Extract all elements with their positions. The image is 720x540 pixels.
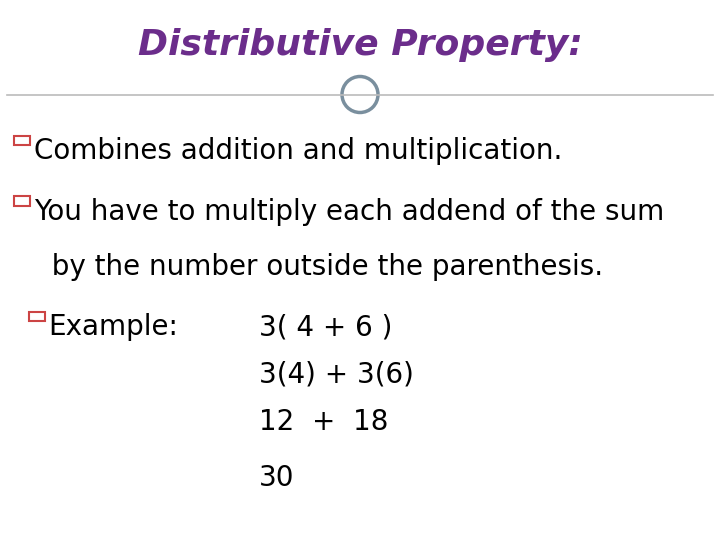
Bar [14,196,30,206]
Text: Example:: Example: [48,313,178,341]
Text: You have to multiply each addend of the sum: You have to multiply each addend of the … [34,198,664,226]
Text: 3( 4 + 6 ): 3( 4 + 6 ) [259,313,392,341]
Bar [14,136,30,145]
Text: Combines addition and multiplication.: Combines addition and multiplication. [34,137,562,165]
Text: 30: 30 [259,464,294,492]
Bar [29,312,45,321]
Text: by the number outside the parenthesis.: by the number outside the parenthesis. [34,253,603,281]
Text: 3(4) + 3(6): 3(4) + 3(6) [259,361,414,389]
Text: Distributive Property:: Distributive Property: [138,29,582,62]
Text: 12  +  18: 12 + 18 [259,408,389,436]
